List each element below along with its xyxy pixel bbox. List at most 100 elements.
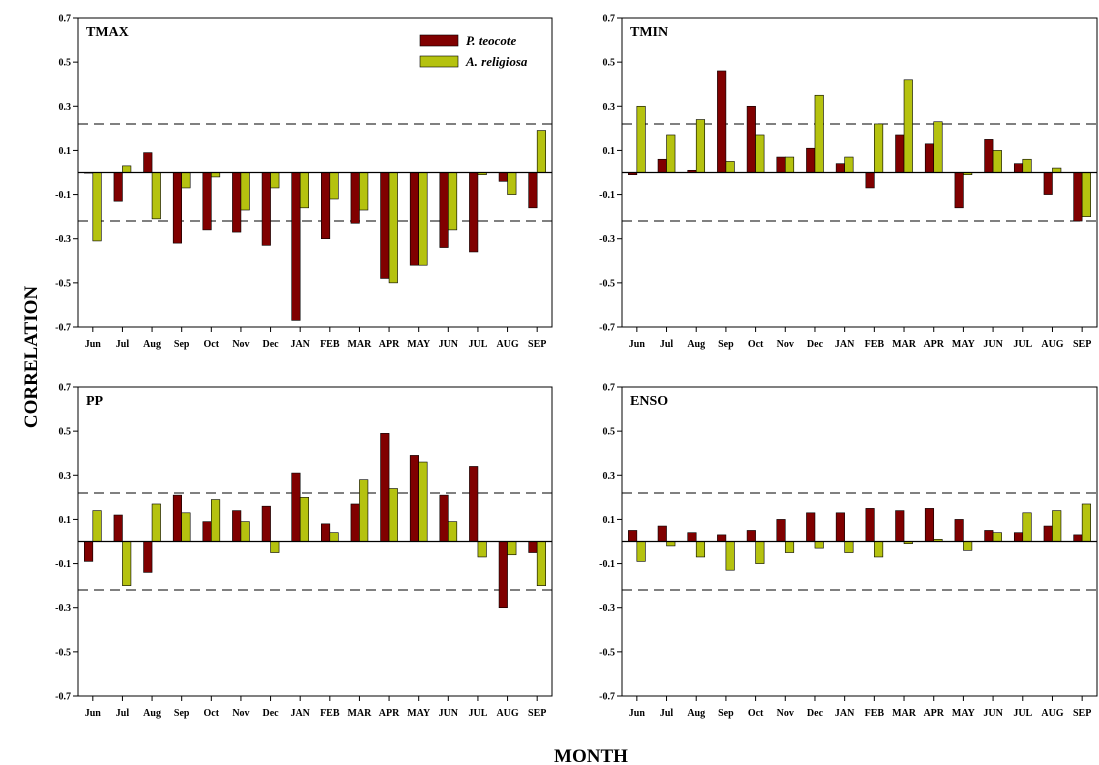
bar-a-religiosa (725, 161, 735, 173)
x-tick-label: Oct (204, 708, 220, 719)
bar-p-teocote (1073, 534, 1083, 542)
x-tick-label: AUG (1041, 708, 1063, 719)
x-tick-label: Dec (263, 339, 280, 350)
bar-p-teocote (924, 143, 935, 173)
x-tick-label: JUL (468, 339, 487, 350)
bar-a-religiosa (536, 130, 546, 173)
x-tick-label: Aug (687, 708, 705, 719)
bar-a-religiosa (844, 156, 854, 173)
x-tick-label: AUG (496, 339, 518, 350)
bar-a-religiosa (299, 172, 309, 209)
bar-p-teocote (321, 523, 331, 542)
bar-p-teocote (350, 503, 360, 542)
bar-a-religiosa (784, 156, 795, 173)
x-tick-label: Dec (263, 708, 280, 719)
x-tick-label: JUN (983, 708, 1003, 719)
y-tick-label: 0.7 (59, 383, 72, 394)
bar-p-teocote (895, 510, 905, 542)
bar-p-teocote (954, 519, 964, 542)
panel-label: ENSO (630, 394, 668, 409)
bar-a-religiosa (92, 510, 102, 542)
x-tick-label: SEP (528, 339, 546, 350)
panel-tmin: 0.7 0.5 0.3 0.1 -0.1 -0.3 -0.5 -0.7 Jun Jul Aug Sep… (599, 14, 1098, 350)
x-tick-label: MAY (407, 339, 431, 350)
x-tick-label: AUG (496, 708, 518, 719)
bar-p-teocote (835, 163, 845, 173)
bar-a-religiosa (992, 532, 1002, 542)
bar-p-teocote (806, 512, 816, 542)
bar-p-teocote (143, 541, 153, 573)
bar-p-teocote (687, 532, 697, 542)
y-tick-label: 0.7 (603, 14, 616, 25)
y-tick-label: 0.1 (603, 515, 616, 526)
x-tick-label: JAN (835, 339, 855, 350)
bar-a-religiosa (755, 134, 765, 173)
bar-a-religiosa (359, 479, 369, 542)
bar-p-teocote (746, 105, 756, 173)
x-tick-label: Oct (748, 339, 764, 350)
bar-a-religiosa (695, 119, 706, 173)
x-tick-label: MAY (407, 708, 431, 719)
bar-a-religiosa (874, 123, 884, 173)
y-tick-label: 0.3 (603, 471, 616, 482)
x-tick-label: Nov (777, 708, 794, 719)
y-tick-label: -0.1 (55, 559, 71, 570)
bar-p-teocote (1013, 532, 1024, 542)
bar-p-teocote (924, 508, 935, 542)
bar-p-teocote (113, 172, 123, 202)
bar-p-teocote (895, 134, 905, 173)
bar-p-teocote (202, 521, 212, 542)
legend: P. teocote A. religiosa (419, 33, 528, 69)
bar-p-teocote (657, 525, 667, 542)
bar-a-religiosa (1022, 512, 1032, 542)
bar-a-religiosa (151, 503, 161, 542)
y-tick-label: -0.7 (55, 692, 71, 703)
x-tick-label: APR (923, 339, 944, 350)
y-tick-label: -0.7 (599, 323, 615, 334)
y-tick-label: 0.3 (603, 102, 616, 113)
bar-p-teocote (321, 172, 331, 240)
bar-a-religiosa (388, 172, 398, 284)
legend-swatch (419, 34, 459, 47)
bar-p-teocote (232, 510, 242, 542)
panel-label: PP (86, 394, 104, 409)
x-tick-label: Sep (174, 339, 190, 350)
bar-a-religiosa (240, 521, 250, 542)
bar-p-teocote (776, 519, 786, 542)
x-tick-label: Dec (807, 339, 824, 350)
y-tick-label: -0.3 (599, 234, 615, 245)
legend-swatch (419, 55, 459, 68)
bar-p-teocote (865, 508, 875, 542)
bar-a-religiosa (1052, 510, 1062, 542)
bar-a-religiosa (755, 541, 765, 564)
x-tick-label: SEP (528, 708, 546, 719)
y-tick-label: -0.5 (55, 647, 71, 658)
bar-a-religiosa (240, 172, 250, 211)
x-tick-label: APR (379, 339, 400, 350)
bar-p-teocote (984, 139, 994, 173)
y-axis-title: CORRELATION (21, 286, 42, 428)
bar-p-teocote (717, 534, 727, 542)
panel-tmax: 0.7 0.5 0.3 0.1 -0.1 -0.3 -0.5 -0.7 Jun Jul Aug Sep… (55, 14, 553, 350)
y-tick-label: -0.3 (599, 603, 615, 614)
x-tick-label: SEP (1073, 708, 1091, 719)
bar-a-religiosa (903, 79, 913, 173)
bar-a-religiosa (636, 105, 646, 173)
panel-label: TMIN (630, 25, 668, 40)
y-tick-label: -0.5 (55, 278, 71, 289)
x-tick-label: Aug (143, 339, 161, 350)
bar-a-religiosa (151, 172, 161, 220)
y-tick-label: 0.5 (59, 427, 72, 438)
x-tick-label: MAY (952, 708, 976, 719)
bar-a-religiosa (418, 172, 428, 266)
bar-p-teocote (380, 172, 390, 279)
bar-p-teocote (865, 172, 875, 189)
bar-a-religiosa (329, 172, 339, 200)
x-tick-label: JUN (983, 339, 1003, 350)
x-tick-label: MAR (347, 708, 372, 719)
chart-panels: 0.7 0.5 0.3 0.1 -0.1 -0.3 -0.5 -0.7 Jun Jul Aug Sep… (55, 14, 1098, 719)
bar-p-teocote (1013, 163, 1024, 173)
bar-a-religiosa (536, 541, 546, 586)
x-tick-label: AUG (1041, 339, 1063, 350)
